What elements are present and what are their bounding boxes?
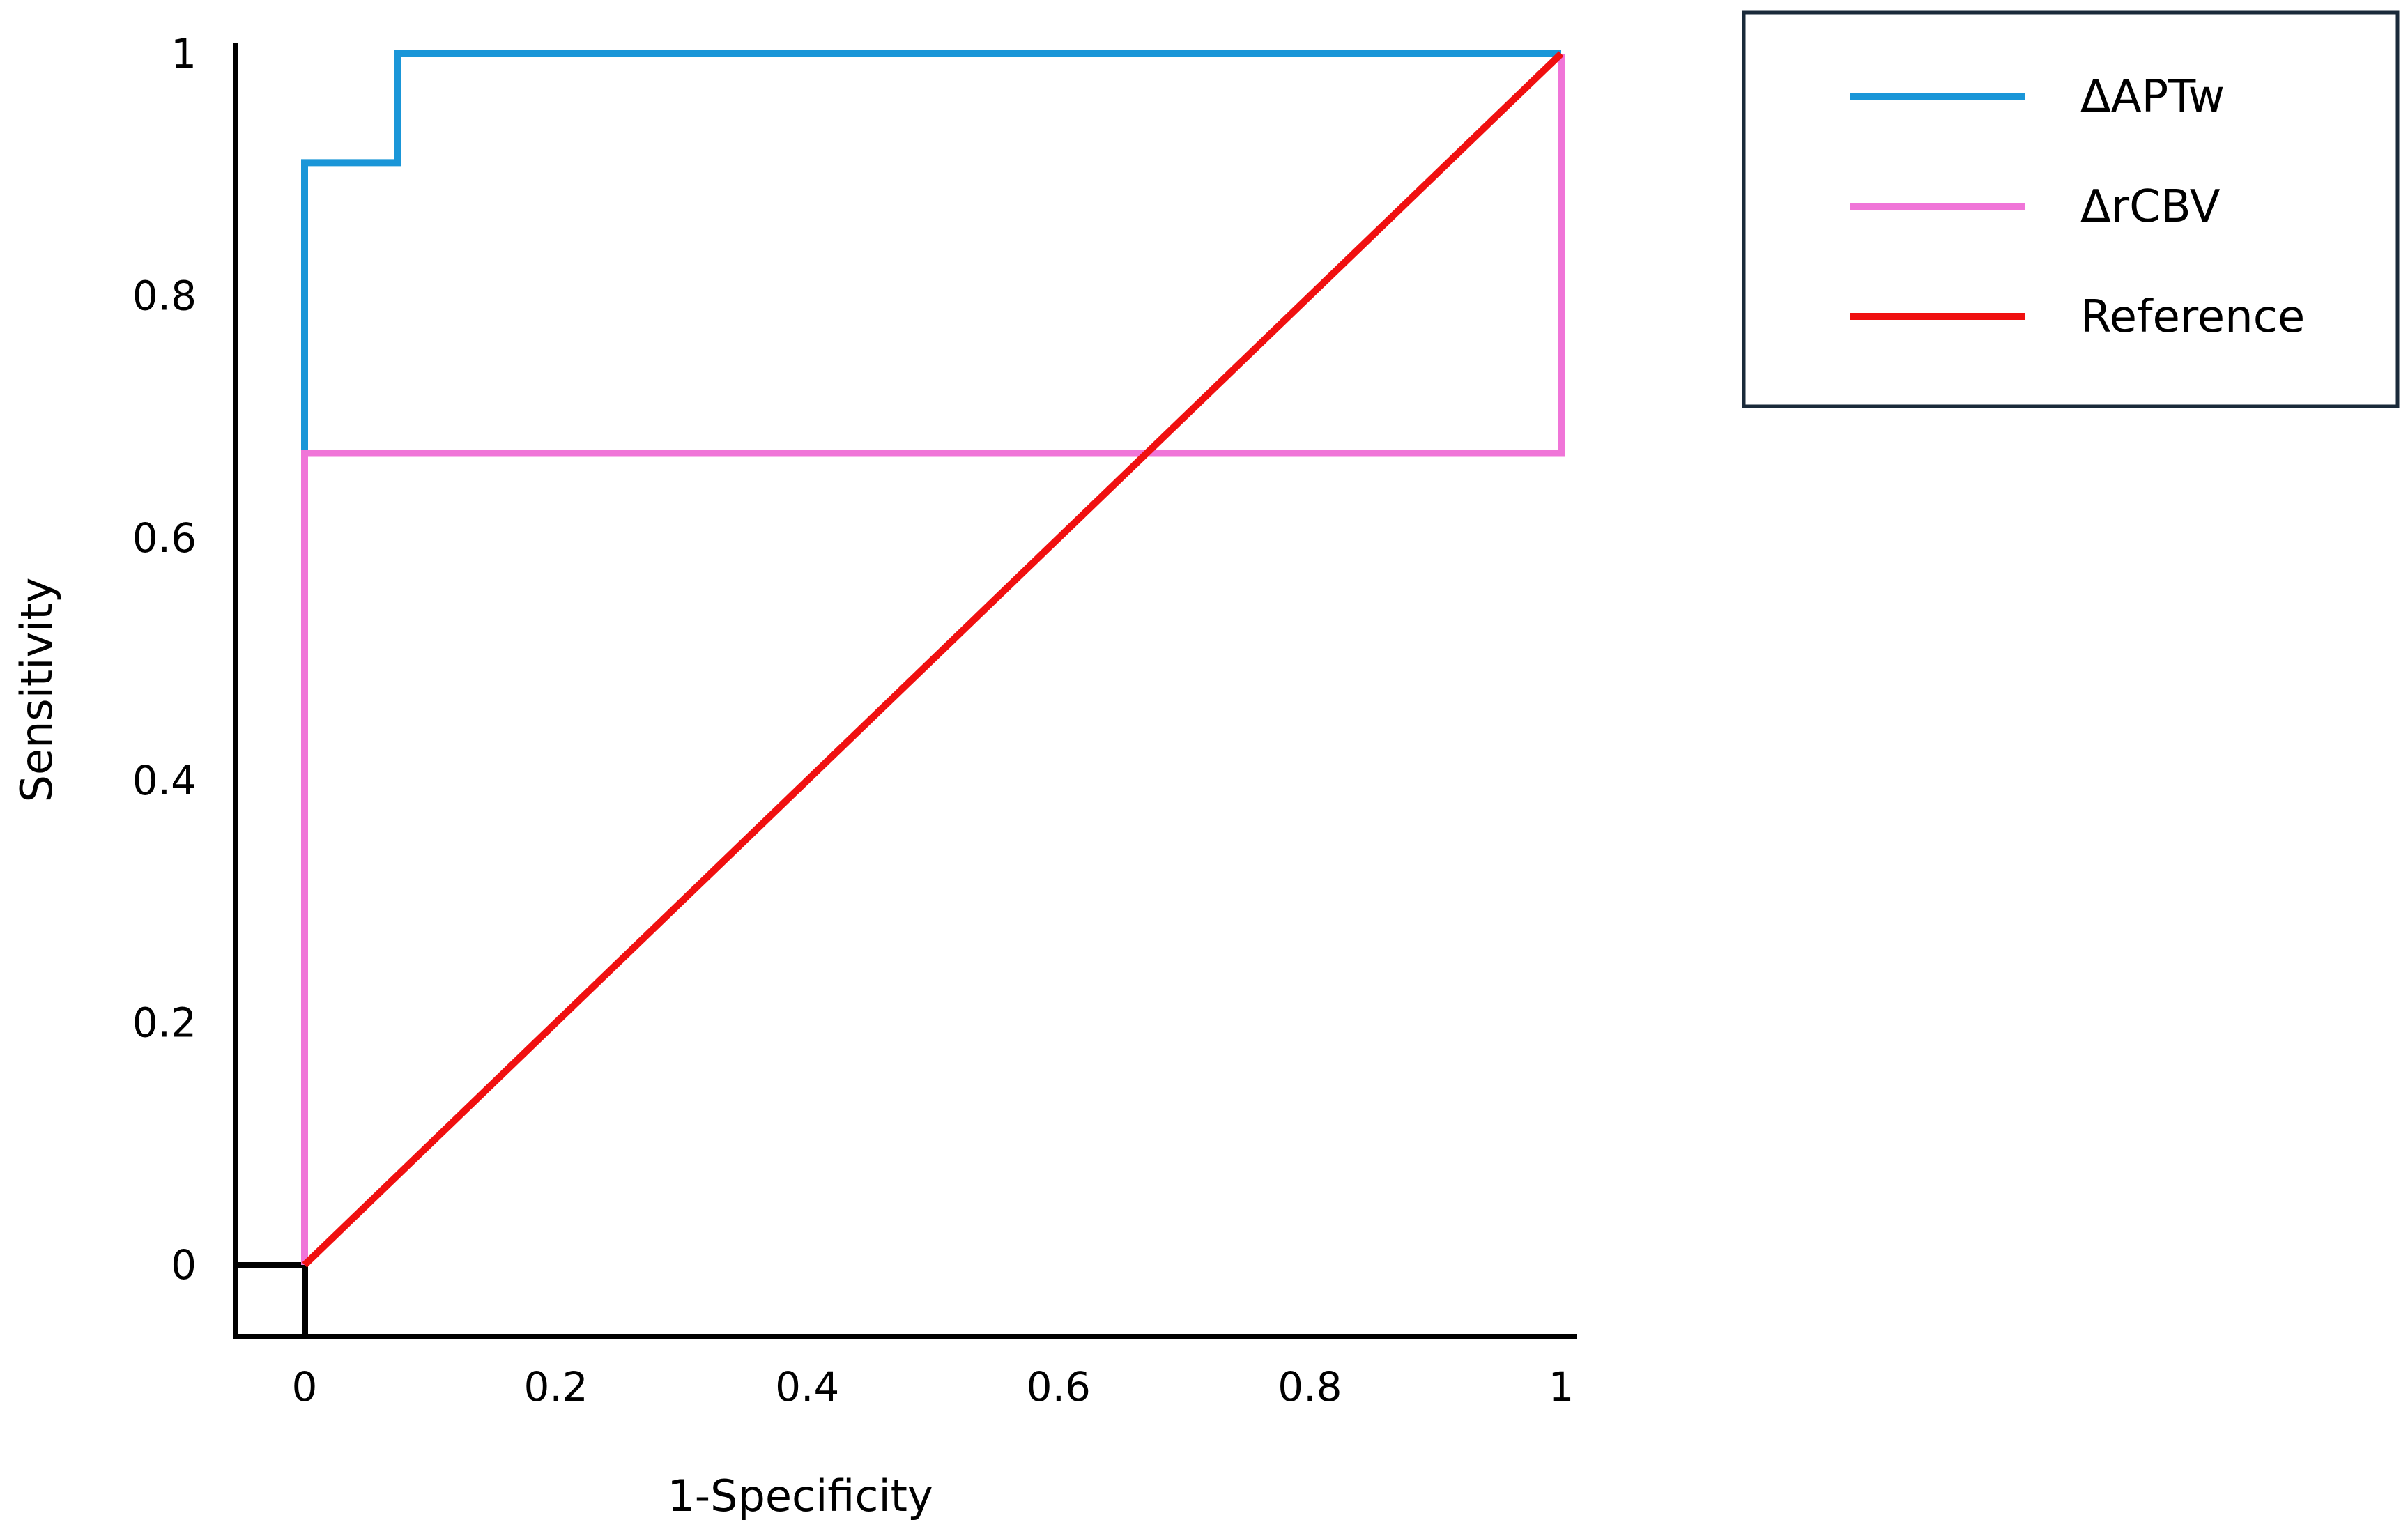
x-tick-label: 0.2 (523, 1363, 588, 1411)
x-tick-label: 1 (1549, 1363, 1574, 1411)
legend: ΔAPTw ΔrCBV Reference (1742, 10, 2400, 408)
x-tick-label: 0 (292, 1363, 318, 1411)
origin-box (233, 1262, 308, 1339)
x-tick-label: 0.8 (1278, 1363, 1342, 1411)
y-tick-label: 0.4 (132, 757, 197, 804)
series-line-rcbv (301, 54, 1565, 1265)
legend-label: ΔAPTw (2080, 71, 2225, 123)
axes (233, 43, 1577, 1339)
legend-items: ΔAPTw ΔrCBV Reference (1850, 71, 2305, 343)
series-line-aptw (301, 50, 1561, 454)
x-tick-label: 0.6 (1027, 1363, 1091, 1411)
y-axis-title: Sensitivity (11, 578, 62, 803)
y-tick-label: 1 (171, 30, 197, 77)
x-tick-labels: 0 0.2 0.4 0.6 0.8 1 (292, 1363, 1574, 1411)
legend-label: ΔrCBV (2080, 181, 2221, 233)
legend-box (1742, 10, 2400, 408)
x-axis-title: 1-Specificity (667, 1470, 933, 1521)
y-tick-label: 0.2 (132, 999, 197, 1046)
y-tick-label: 0.6 (132, 514, 197, 562)
x-tick-label: 0.4 (775, 1363, 839, 1411)
series-lines (301, 50, 1565, 1268)
y-tick-label: 0.8 (132, 272, 197, 320)
y-tick-label: 0 (171, 1241, 197, 1289)
y-tick-labels: 0 0.2 0.4 0.6 0.8 1 (132, 30, 197, 1289)
series-line-reference (302, 51, 1564, 1268)
legend-label: Reference (2080, 291, 2305, 343)
